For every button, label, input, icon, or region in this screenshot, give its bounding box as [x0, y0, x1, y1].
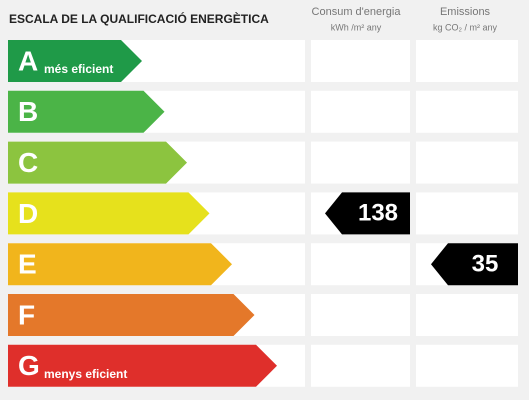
- value-cell: [311, 243, 410, 286]
- value-cell: [416, 40, 518, 82]
- rating-arrow: [8, 192, 210, 235]
- rating-letter: F: [18, 299, 35, 330]
- label-title: ESCALA DE LA QUALIFICACIÓ ENERGÈTICA: [9, 11, 269, 26]
- rating-letter: E: [18, 249, 37, 280]
- value-cell: [311, 344, 410, 387]
- column-title: Consum d'energia: [312, 6, 402, 18]
- rating-label: més eficient: [44, 62, 113, 76]
- rating-letter: B: [18, 96, 38, 127]
- rating-letter: D: [18, 198, 38, 229]
- rating-letter: C: [18, 147, 38, 178]
- value-cell: [416, 294, 518, 336]
- value-badge: [431, 243, 518, 286]
- value-cell: [416, 90, 518, 133]
- value-cell: [311, 40, 410, 82]
- rating-arrow: [8, 40, 142, 82]
- rating-arrow: [8, 344, 277, 387]
- value-cell: [311, 294, 410, 336]
- value-cell: [416, 141, 518, 184]
- rating-letter: A: [18, 45, 38, 76]
- value-text: 138: [358, 200, 398, 227]
- value-cell: [416, 192, 518, 235]
- rating-arrow: [8, 141, 187, 184]
- column-title: Emissions: [440, 6, 491, 18]
- column-unit: kg CO₂ / m² any: [433, 22, 498, 32]
- rating-arrow: [8, 294, 255, 336]
- rating-letter: G: [18, 350, 40, 381]
- value-cell: [311, 90, 410, 133]
- rating-label: menys eficient: [44, 367, 127, 381]
- value-badge: [325, 192, 410, 235]
- value-text: 35: [472, 251, 499, 278]
- column-unit: kWh /m² any: [331, 22, 382, 32]
- rating-arrow: [8, 243, 232, 286]
- value-cell: [416, 344, 518, 387]
- rating-arrow: [8, 90, 165, 133]
- value-cell: [311, 141, 410, 184]
